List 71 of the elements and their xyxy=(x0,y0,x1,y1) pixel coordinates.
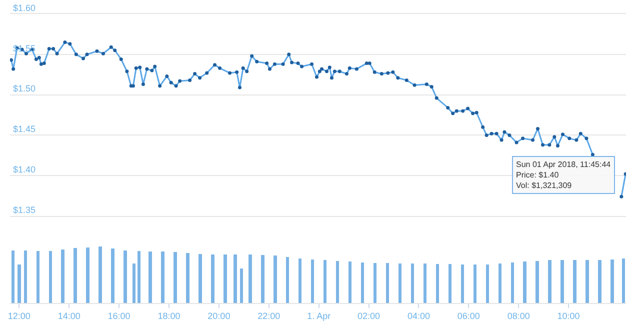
bar xyxy=(240,268,244,303)
bar xyxy=(348,262,352,303)
bar xyxy=(323,260,327,303)
bar xyxy=(286,257,290,303)
bar xyxy=(124,250,127,303)
x-tick-label: 18:00 xyxy=(158,310,180,321)
bar xyxy=(98,246,102,303)
bar xyxy=(586,260,589,303)
bar xyxy=(460,264,464,303)
bar xyxy=(336,261,340,303)
bar xyxy=(86,248,90,303)
x-tick-label: 06:00 xyxy=(457,310,480,321)
x-tick-label: 02:00 xyxy=(358,310,380,321)
bar xyxy=(186,253,190,303)
y-tick-label: $1.60 xyxy=(13,2,36,13)
x-tick-label: 20:00 xyxy=(208,310,230,321)
x-tick-label: 10:00 xyxy=(557,310,580,321)
bar xyxy=(174,252,177,303)
bar xyxy=(523,262,526,303)
bar xyxy=(137,250,141,303)
bar xyxy=(148,252,152,303)
bar xyxy=(274,255,277,303)
bar xyxy=(298,258,302,303)
x-tick-label: 16:00 xyxy=(108,310,130,321)
y-tick-label: $1.35 xyxy=(13,204,36,215)
bar xyxy=(486,264,490,303)
bar xyxy=(436,264,440,303)
x-tick-label: 12:00 xyxy=(8,310,30,321)
bar xyxy=(598,260,602,303)
bar xyxy=(560,260,564,303)
bar xyxy=(386,262,390,303)
bar xyxy=(61,249,64,303)
bar xyxy=(536,261,539,303)
x-tick-label: 08:00 xyxy=(507,310,530,321)
x-tick-label: 14:00 xyxy=(58,310,80,321)
bar xyxy=(11,250,15,303)
bar xyxy=(111,248,114,303)
bar xyxy=(423,263,427,303)
bar xyxy=(24,250,28,303)
bar xyxy=(48,250,52,303)
y-tick-label: $1.45 xyxy=(13,124,36,134)
bar xyxy=(548,260,552,303)
bar xyxy=(211,254,214,303)
x-tick-label: 22:00 xyxy=(258,310,280,321)
bar xyxy=(161,252,164,303)
bar xyxy=(360,262,364,303)
y-tick-label: $1.50 xyxy=(13,84,36,94)
bar xyxy=(198,254,202,303)
bar xyxy=(310,259,314,303)
bar xyxy=(248,254,252,303)
bar xyxy=(132,263,136,303)
x-tick-label: 1. Apr xyxy=(307,310,331,321)
bar xyxy=(498,263,502,303)
bar xyxy=(510,262,514,303)
x-tick-label: 04:00 xyxy=(407,310,430,321)
bar xyxy=(448,264,452,303)
bar xyxy=(234,254,237,303)
bar xyxy=(622,258,626,303)
bar xyxy=(36,250,40,303)
bar xyxy=(398,263,402,303)
bar xyxy=(261,254,264,303)
bar xyxy=(224,254,227,303)
bar xyxy=(18,264,21,303)
bar xyxy=(573,260,576,303)
y-tick-label: $1.40 xyxy=(13,164,36,174)
bar xyxy=(74,248,77,303)
bar xyxy=(410,263,414,303)
bar xyxy=(610,259,614,303)
bar xyxy=(473,264,477,303)
bar xyxy=(373,262,377,303)
annotation: Sun 01 Apr 2018, 11:45:44 Price: $1.40 Vol: $1,321,309 xyxy=(516,160,612,190)
